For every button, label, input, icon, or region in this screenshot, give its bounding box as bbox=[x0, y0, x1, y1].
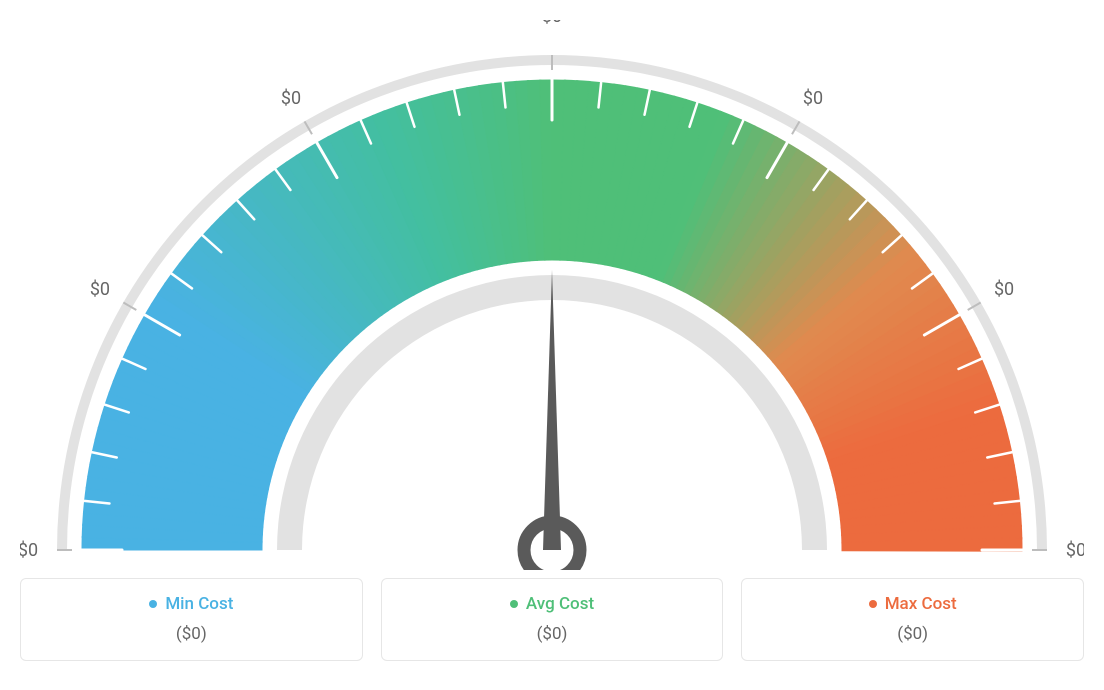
gauge-tick-label: $0 bbox=[542, 20, 562, 27]
legend-value-min: ($0) bbox=[21, 624, 362, 644]
gauge-tick-label: $0 bbox=[90, 279, 110, 300]
legend-dot-avg bbox=[510, 600, 518, 608]
gauge-tick-label: $0 bbox=[1066, 540, 1084, 561]
legend-row: Min Cost ($0) Avg Cost ($0) Max Cost ($0… bbox=[20, 578, 1084, 661]
legend-label-max: Max Cost bbox=[869, 594, 957, 614]
gauge-tick-label: $0 bbox=[20, 540, 38, 561]
legend-label-min: Min Cost bbox=[149, 594, 233, 614]
legend-value-max: ($0) bbox=[742, 624, 1083, 644]
legend-text-avg: Avg Cost bbox=[526, 594, 594, 614]
legend-card-max: Max Cost ($0) bbox=[741, 578, 1084, 661]
gauge-wrap: $0 $0 $0 $0 $0 $0 $0 bbox=[20, 20, 1084, 570]
legend-text-max: Max Cost bbox=[885, 594, 957, 614]
legend-card-avg: Avg Cost ($0) bbox=[381, 578, 724, 661]
gauge-chart-container: $0 $0 $0 $0 $0 $0 $0 Min Cost ($0) Avg Cost ($… bbox=[20, 20, 1084, 661]
gauge-svg: $0 $0 $0 $0 $0 $0 $0 bbox=[20, 20, 1084, 570]
legend-value-avg: ($0) bbox=[382, 624, 723, 644]
gauge-tick-label: $0 bbox=[803, 88, 823, 109]
gauge-tick-label: $0 bbox=[281, 88, 301, 109]
legend-card-min: Min Cost ($0) bbox=[20, 578, 363, 661]
legend-text-min: Min Cost bbox=[165, 594, 233, 614]
legend-dot-max bbox=[869, 600, 877, 608]
gauge-tick-label: $0 bbox=[994, 279, 1014, 300]
gauge-needle bbox=[543, 270, 561, 550]
legend-label-avg: Avg Cost bbox=[510, 594, 594, 614]
legend-dot-min bbox=[149, 600, 157, 608]
